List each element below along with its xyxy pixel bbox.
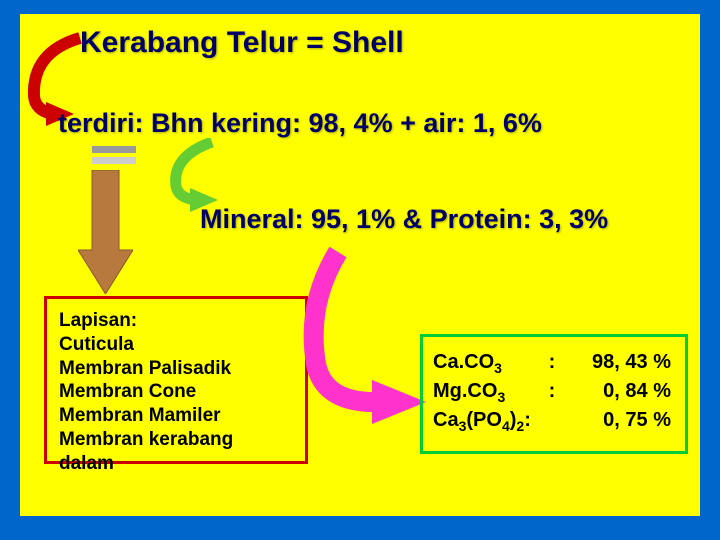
arrow-magenta-curve — [298, 244, 438, 434]
mineral-row: Ca.CO3 : 98, 43 % — [433, 349, 675, 378]
mineral-value: 0, 84 % — [561, 378, 675, 407]
slide: Kerabang Telur = Shell terdiri: Bhn keri… — [0, 0, 720, 540]
colon: : — [543, 349, 561, 378]
lapisan-box: Lapisan: Cuticula Membran Palisadik Memb… — [44, 296, 308, 464]
mineral-formula: Ca3(PO4)2: — [433, 407, 561, 436]
mineral-formula: Mg.CO3 — [433, 378, 543, 407]
lapisan-item: Cuticula — [59, 333, 293, 357]
mineral-row: Ca3(PO4)2: 0, 75 % — [433, 407, 675, 436]
lapisan-item: Membran Cone — [59, 380, 293, 404]
composition-line-2: Mineral: 95, 1% & Protein: 3, 3% — [200, 204, 608, 235]
lapisan-item: Membran kerabang dalam — [59, 428, 293, 476]
mineral-composition-box: Ca.CO3 : 98, 43 % Mg.CO3 : 0, 84 % Ca3(P… — [420, 334, 688, 454]
arrow-brown-down — [78, 170, 133, 294]
mineral-value: 0, 75 % — [561, 407, 675, 436]
mineral-row: Mg.CO3 : 0, 84 % — [433, 378, 675, 407]
lapisan-item: Membran Palisadik — [59, 357, 293, 381]
composition-line-1: terdiri: Bhn kering: 98, 4% + air: 1, 6% — [58, 108, 542, 139]
content-area: Kerabang Telur = Shell terdiri: Bhn keri… — [20, 14, 700, 516]
lapisan-item: Membran Mamiler — [59, 404, 293, 428]
colon: : — [543, 378, 561, 407]
equals-mark-icon — [90, 144, 138, 168]
mineral-formula: Ca.CO3 — [433, 349, 543, 378]
mineral-value: 98, 43 % — [561, 349, 675, 378]
lapisan-heading: Lapisan: — [59, 309, 293, 333]
slide-title: Kerabang Telur = Shell — [80, 26, 404, 60]
